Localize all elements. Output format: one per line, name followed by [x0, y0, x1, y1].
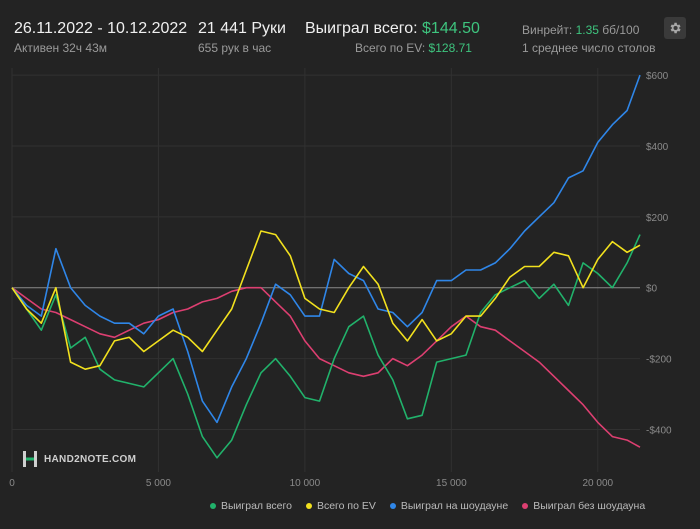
hand2note-logo: HAND2NOTE.COM [22, 450, 136, 468]
date-range: 26.11.2022 - 10.12.2022 [14, 20, 188, 37]
series-line-won-total [11, 234, 641, 459]
x-tick-label: 20 000 [582, 478, 613, 489]
x-tick-label: 15 000 [436, 478, 467, 489]
y-tick-label: $200 [646, 213, 669, 224]
logo-text: HAND2NOTE.COM [44, 453, 137, 465]
avg-tables: 1 среднее число столов [522, 41, 656, 55]
series-line-non-showdown [11, 286, 641, 448]
x-tick-label: 10 000 [290, 478, 321, 489]
y-tick-label: $600 [646, 71, 669, 82]
legend-item-showdown[interactable]: Выиграл на шоудауне [389, 500, 509, 512]
winrate: Винрейт: 1.35 бб/100 [522, 23, 639, 37]
won-total: Выиграл всего: $144.50 [305, 20, 480, 38]
winrate-value: 1.35 [575, 23, 599, 37]
legend-dot-icon [389, 503, 396, 509]
legend-item-ev[interactable]: Всего по EV [305, 500, 376, 512]
won-total-value: $144.50 [422, 20, 480, 37]
ev-total-value: $128.71 [428, 41, 472, 55]
legend-label: Выиграл всего [221, 500, 292, 512]
y-tick-label: $0 [646, 284, 658, 295]
y-tick-label: -$200 [646, 355, 672, 366]
y-tick-label: $400 [646, 142, 669, 153]
gear-icon [670, 22, 681, 34]
legend-dot-icon [210, 503, 216, 509]
legend-item-non-showdown[interactable]: Выиграл без шоудауна [522, 500, 645, 512]
ev-total: Всего по EV: $128.71 [355, 41, 472, 55]
ev-total-label: Всего по EV: [355, 41, 426, 55]
hands-count: 21 441 Руки [198, 20, 286, 37]
x-tick-label: 0 [9, 478, 15, 489]
legend-label: Всего по EV [316, 500, 376, 512]
y-tick-label: -$400 [646, 425, 672, 436]
series-line-showdown [11, 74, 641, 424]
chart-legend: Выиграл всего Всего по EV Выиграл на шоу… [210, 500, 645, 512]
winrate-unit: бб/100 [602, 23, 640, 37]
settings-button[interactable] [664, 17, 686, 39]
h2n-logo-icon [23, 451, 37, 467]
series-line-ev [11, 230, 641, 371]
legend-label: Выиграл на шоудауне [400, 500, 509, 512]
legend-item-won-total[interactable]: Выиграл всего [210, 500, 292, 512]
x-tick-label: 5 000 [146, 478, 171, 489]
legend-label: Выиграл без шоудауна [533, 500, 646, 512]
legend-dot-icon [522, 503, 529, 509]
active-time: Активен 32ч 43м [14, 41, 107, 55]
legend-dot-icon [305, 503, 312, 509]
winrate-label: Винрейт: [522, 23, 573, 37]
hands-per-hour: 655 рук в час [198, 41, 272, 55]
won-total-label: Выиграл всего: [305, 20, 418, 37]
